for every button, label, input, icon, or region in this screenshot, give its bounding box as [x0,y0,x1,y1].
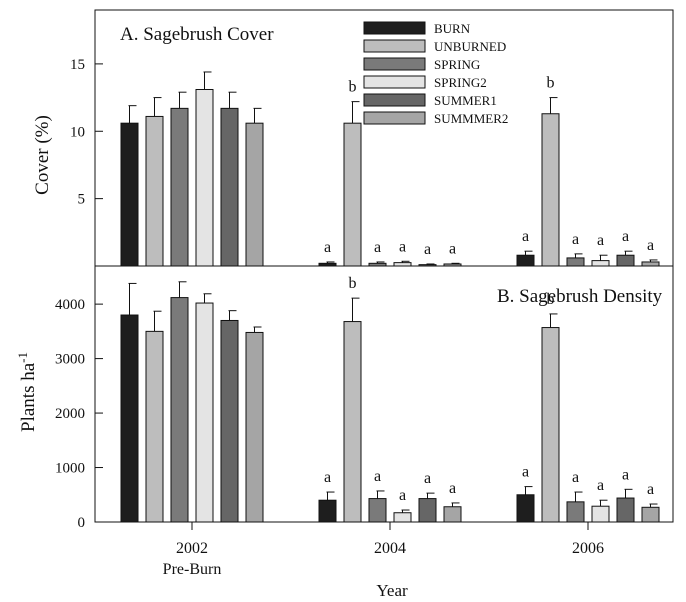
panel-b-sig-letter-spring2-2006: a [597,477,604,494]
panel-a-bar-summer1-2006 [616,254,635,267]
panel-a-ylabel: Cover (%) [32,115,53,195]
panel-a-bar-burn-2004 [318,262,337,267]
panel-b-bar-summmer2-2004 [443,506,462,523]
panel-b-sig-letter-summmer2-2006: a [647,481,654,498]
panel-b-ylabel: Plants ha-1 [15,352,39,432]
panel-b-bar-unburned-2004 [343,321,362,523]
panel-a-bar-summer1-2002 [220,107,239,267]
x-tick-label-2006: 2006 [572,540,604,557]
panel-a-bar-unburned-2004 [343,122,362,267]
panel-a-bar-spring-2004 [368,262,387,267]
panel-b-ylabel-main: Plants ha [18,362,39,432]
panel-a-bar-unburned-2002 [145,115,164,267]
legend-swatch-spring2 [363,75,426,89]
x-tick-label-2002: 2002 [176,540,208,557]
panel-b-bar-spring-2002 [170,297,189,523]
panel-b-sig-letter-burn-2004: a [324,469,331,486]
panel-b-bar-unburned-2006 [541,327,560,523]
panel-b-bar-summmer2-2006 [641,506,660,523]
panel-a-bar-summmer2-2006 [641,261,660,267]
legend-label-burn: BURN [434,21,471,36]
panel-a-sig-letter-spring-2004: a [374,239,381,256]
panel-b-ytick-label-4: 4000 [55,297,85,313]
panel-b-bar-burn-2006 [516,494,535,523]
panel-b-sig-letter-spring-2006: a [572,469,579,486]
panel-b-bar-burn-2002 [120,314,139,523]
panel-a-ytick-label-1: 10 [70,124,85,140]
legend-swatch-unburned [363,39,426,53]
panel-a-sig-letter-summer1-2006: a [622,228,629,245]
panel-a-sig-letter-spring-2006: a [572,231,579,248]
panel-a-sig-letter-burn-2006: a [522,228,529,245]
panel-a-sig-letter-summmer2-2006: a [647,237,654,254]
panel-a-sig-letter-summer1-2004: a [424,241,431,258]
panel-b-bar-spring2-2006 [591,505,610,523]
panel-b-bar-summer1-2004 [418,498,437,523]
legend-swatch-summmer2 [363,111,426,125]
x-tick-sublabel-2002: Pre-Burn [163,561,222,578]
panel-b-sig-letter-unburned-2006: b [547,291,555,308]
panel-a-sig-letter-unburned-2006: b [547,75,555,92]
panel-a-ytick-label-2: 15 [70,57,85,73]
panel-a-sig-letter-summmer2-2004: a [449,240,456,257]
panel-b-plot: 0 1000 2000 3000 4000 a a b b a a a a a a a a 2002 Pre-Bur… [55,275,660,578]
legend-label-unburned: UNBURNED [434,39,506,54]
panel-a-ytick-label-0: 5 [78,192,86,208]
panel-a-bar-spring2-2002 [195,88,214,267]
panel-a-bar-summmer2-2002 [245,122,264,267]
legend-label-summmer2: SUMMMER2 [434,111,508,126]
legend-label-spring: SPRING [434,57,480,72]
legend-swatch-summer1 [363,93,426,107]
legend-label-summer1: SUMMER1 [434,93,497,108]
panel-b-ytick-label-3: 3000 [55,352,85,368]
panel-b-bar-summer1-2002 [220,319,239,523]
panel-b-bar-spring-2004 [368,498,387,523]
panel-a-bar-summmer2-2004 [443,263,462,267]
panel-b-sig-letter-unburned-2004: b [349,275,357,292]
panel-b-sig-letter-summer1-2004: a [424,470,431,487]
panel-a-bar-spring-2006 [566,257,585,267]
panel-b-bar-summer1-2006 [616,497,635,523]
x-tick-label-2004: 2004 [374,540,406,557]
panel-b-bar-spring-2006 [566,501,585,523]
legend: BURN UNBURNED SPRING SPRING2 SUMMER1 SUMMMER2 [363,21,508,126]
panel-b-bar-unburned-2002 [145,330,164,523]
panel-b-ytick-label-2: 2000 [55,406,85,422]
panel-a-title: A. Sagebrush Cover [120,24,274,45]
panel-a-sig-letter-spring2-2004: a [399,238,406,255]
panel-a-bar-spring2-2006 [591,260,610,267]
panel-b-title: B. Sagebrush Density [497,286,663,307]
panel-b-sig-letter-summmer2-2004: a [449,480,456,497]
legend-label-spring2: SPRING2 [434,75,487,90]
panel-a-bar-spring2-2004 [393,262,412,267]
panel-b-bar-summmer2-2002 [245,331,264,523]
panel-a-bar-summer1-2004 [418,264,437,267]
panel-b-ytick-label-0: 0 [78,515,86,531]
panel-a-bar-burn-2002 [120,122,139,267]
panel-a-sig-letter-burn-2004: a [324,239,331,256]
legend-swatch-spring [363,57,426,71]
panel-a-bar-unburned-2006 [541,113,560,267]
panel-b-ylabel-sup: -1 [15,352,30,363]
panel-a-bar-spring-2002 [170,107,189,267]
panel-b-sig-letter-spring-2004: a [374,468,381,485]
panel-a-plot: 5 10 15 a a b b a a a a a a a a [70,57,660,267]
panel-b-bar-spring2-2004 [393,512,412,523]
panel-b-sig-letter-burn-2006: a [522,464,529,481]
panel-b-bar-spring2-2002 [195,302,214,523]
panel-a-sig-letter-unburned-2004: b [349,79,357,96]
panel-b-ytick-label-1: 1000 [55,461,85,477]
panel-b-sig-letter-summer1-2006: a [622,466,629,483]
x-axis-label: Year [376,581,408,600]
panel-a-sig-letter-spring2-2006: a [597,232,604,249]
panel-a-bar-burn-2006 [516,254,535,267]
panel-b-bar-burn-2004 [318,499,337,523]
panel-b-sig-letter-spring2-2004: a [399,487,406,504]
legend-swatch-burn [363,21,426,35]
